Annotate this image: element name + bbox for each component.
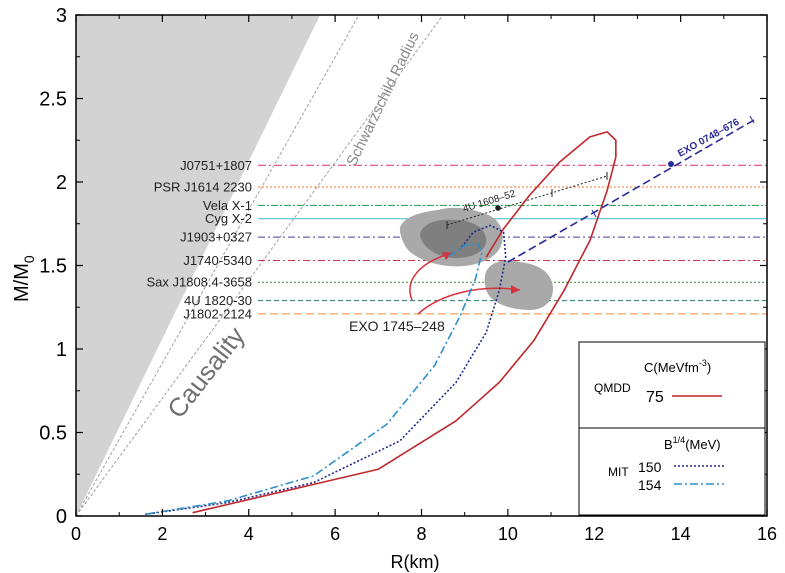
exo1745-region-upper (399, 207, 503, 267)
x-tick-label: 0 (71, 524, 81, 544)
exo1745-arrows (409, 252, 521, 315)
eos-curves (144, 131, 617, 516)
y-tick-label: 0.5 (39, 423, 67, 445)
mass-label-5: J1740-5340 (183, 253, 252, 268)
curve-mit-150 (144, 224, 507, 516)
mass-label-7: 4U 1820-30 (184, 293, 252, 308)
legend-qmdd-75: 75 (646, 389, 664, 406)
u1608-constraint (446, 172, 608, 229)
legend-mit-150: 150 (638, 459, 662, 475)
mass-label-8: J1802-2124 (183, 306, 252, 321)
legend-qmdd-group: QMDD (594, 381, 631, 395)
legend-qmdd-title: C(MeVfm-3) (644, 358, 711, 375)
x-tick-label: 12 (584, 524, 604, 544)
y-tick-label: 3 (56, 5, 67, 27)
x-tick-label: 16 (757, 524, 777, 544)
y-axis-label: M/M0 (11, 255, 37, 302)
mass-label-0: J0751+1807 (180, 158, 252, 173)
curve-qmdd-75 (192, 131, 617, 514)
legend-mit-group: MIT (608, 465, 629, 479)
x-tick-label: 8 (416, 524, 426, 544)
x-tick-label: 10 (498, 524, 518, 544)
y-tick-label: 2 (56, 172, 67, 194)
causality-limit-line (75, 14, 444, 517)
x-axis-label: R(km) (391, 552, 440, 572)
mass-label-2: Vela X-1 (203, 198, 252, 213)
schwarzschild-line (75, 14, 360, 517)
causality-label: Causality (161, 321, 250, 424)
y-tick-label: 0 (56, 506, 67, 528)
mass-label-3: Cyg X-2 (205, 211, 252, 226)
legend-mit-154: 154 (638, 477, 662, 493)
x-tick-label: 2 (157, 524, 167, 544)
exo0748-label: EXO 0748–676 (676, 117, 742, 160)
schwarzschild-label: Schwarzschild Radius (343, 29, 423, 168)
exo0748-constraint (507, 115, 755, 263)
axis-ticks: 0 2 4 6 8 10 12 14 16 0 0.5 1 1.5 2 2.5 3 (39, 5, 777, 544)
x-tick-label: 14 (671, 524, 691, 544)
legend: C(MeVfm-3) QMDD 75 B1/4(MeV) MIT 150 154 (578, 341, 766, 516)
causality-region (76, 15, 321, 516)
mass-label-1: PSR J1614 2230 (154, 180, 252, 195)
y-tick-label: 1.5 (39, 256, 67, 278)
y-tick-label: 2.5 (39, 89, 67, 111)
x-tick-label: 4 (244, 524, 254, 544)
u1608-label: 4U 1608–52 (462, 188, 518, 215)
mass-label-6: Sax J1808.4-3658 (146, 275, 252, 290)
mass-label-4: J1903+0327 (180, 230, 252, 245)
legend-mit-title: B1/4(MeV) (664, 435, 721, 452)
svg-text:M/M0: M/M0 (11, 255, 37, 302)
mass-measurement-lines (258, 164, 767, 315)
exo1745-label: EXO 1745–248 (349, 318, 445, 334)
y-tick-label: 1 (56, 339, 67, 361)
exo1745-region-lower (484, 260, 554, 310)
x-tick-label: 6 (330, 524, 340, 544)
curve-mit-154 (144, 242, 483, 516)
